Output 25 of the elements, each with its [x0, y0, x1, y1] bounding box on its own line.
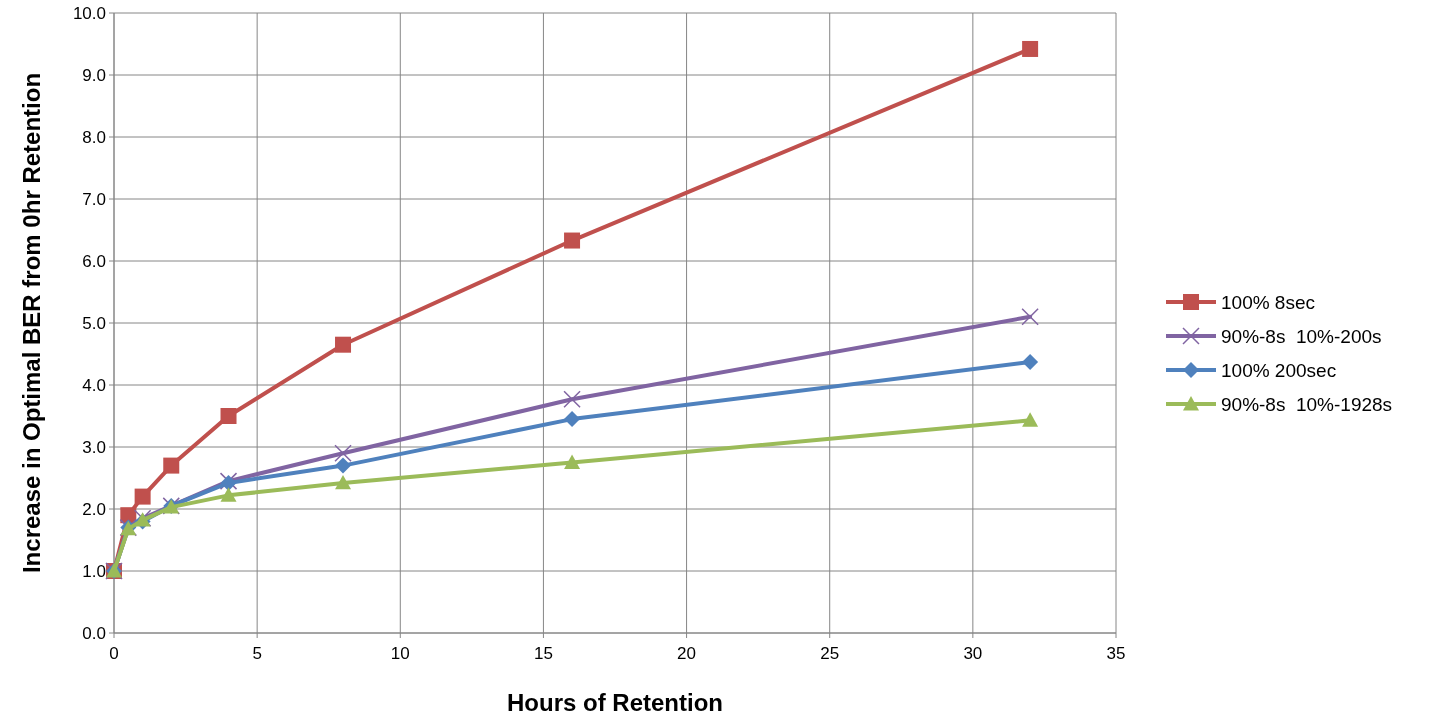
y-tick-label: 0.0 [82, 623, 106, 643]
legend-label: 90%-8s 10%-200s [1221, 325, 1382, 347]
legend-label: 90%-8s 10%-1928s [1221, 393, 1393, 415]
x-axis-title: Hours of Retention [507, 689, 723, 716]
y-axis-title: Increase in Optimal BER from 0hr Retention [18, 72, 45, 574]
y-tick-label: 10.0 [72, 3, 106, 23]
x-tick-label: 30 [963, 644, 983, 663]
y-tick-label: 6.0 [82, 251, 106, 271]
y-tick-label: 7.0 [82, 189, 106, 209]
legend-label: 100% 200sec [1221, 359, 1337, 381]
x-tick-label: 15 [533, 644, 553, 663]
y-tick-label: 5.0 [82, 313, 106, 333]
y-tick-label: 9.0 [82, 65, 106, 85]
y-tick-label: 4.0 [82, 375, 106, 395]
x-tick-label: 20 [677, 644, 697, 663]
y-tick-label: 2.0 [82, 499, 106, 519]
x-tick-label: 25 [820, 644, 840, 663]
x-tick-label: 0 [109, 644, 119, 663]
y-tick-label: 3.0 [82, 437, 106, 457]
x-tick-label: 35 [1106, 644, 1126, 663]
legend-label: 100% 8sec [1221, 291, 1316, 313]
x-tick-label: 10 [390, 644, 410, 663]
x-tick-label: 5 [252, 644, 262, 663]
y-tick-label: 1.0 [82, 561, 106, 581]
y-tick-label: 8.0 [82, 127, 106, 147]
